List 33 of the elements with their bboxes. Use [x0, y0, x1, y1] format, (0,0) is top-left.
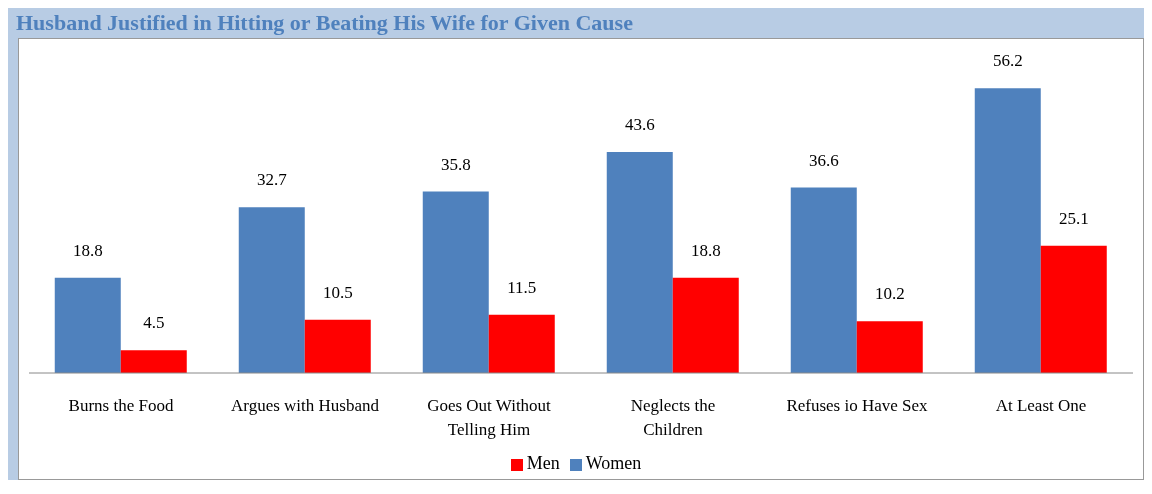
- data-label: 32.7: [256, 170, 288, 190]
- data-label: 10.5: [322, 282, 353, 302]
- legend-label: Men: [526, 453, 560, 473]
- x-tick-label: Neglects the Children: [630, 396, 716, 439]
- bar: [304, 319, 371, 373]
- x-tick-label: At Least One: [995, 396, 1087, 415]
- bar: [856, 321, 923, 373]
- chart-title: Husband Justified in Hitting or Beating His Wife for Given Cause: [15, 9, 634, 37]
- x-tick-label: Burns the Food: [68, 396, 174, 415]
- bar: [606, 152, 673, 373]
- bar: [422, 191, 489, 373]
- bar: [238, 207, 305, 373]
- data-label: 18.8: [72, 240, 103, 260]
- x-tick-label: Goes Out Without Telling Him: [427, 396, 552, 439]
- data-label: 4.5: [143, 313, 165, 333]
- data-label: 18.8: [690, 240, 721, 260]
- data-label: 11.5: [507, 277, 537, 297]
- x-tick-label: Argues with Husband: [231, 396, 380, 415]
- data-label: 35.8: [440, 154, 471, 174]
- data-label: 10.2: [874, 284, 905, 304]
- bar: [1040, 245, 1107, 373]
- data-label: 36.6: [808, 150, 839, 170]
- data-label: 25.1: [1058, 208, 1089, 228]
- bar: [54, 277, 121, 373]
- bar: [790, 187, 857, 373]
- bar: [488, 314, 555, 373]
- data-label: 56.2: [992, 51, 1023, 71]
- bar: [120, 350, 187, 373]
- bar: [672, 277, 739, 373]
- x-tick-label: Refuses io Have Sex: [786, 396, 929, 415]
- data-label: 43.6: [624, 115, 655, 135]
- legend-label: Women: [585, 453, 642, 473]
- bar: [974, 88, 1041, 373]
